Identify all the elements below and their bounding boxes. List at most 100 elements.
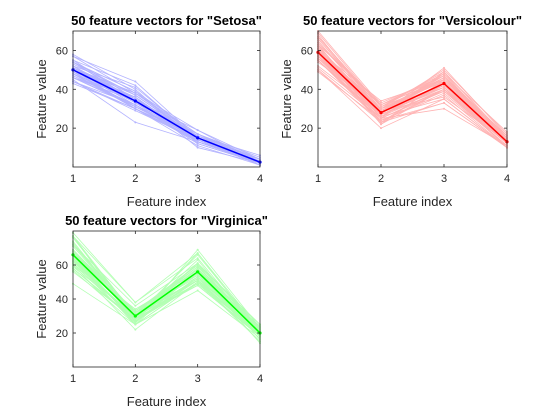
x-tick-label: 1	[70, 173, 76, 185]
y-tick-label: 60	[56, 45, 68, 57]
sample-point	[380, 101, 382, 104]
sample-point	[196, 248, 199, 251]
sample-point	[134, 88, 137, 91]
sample-line	[72, 69, 261, 156]
axes-frame	[317, 30, 508, 168]
chart-title: 50 feature vectors for "Virginica"	[65, 213, 268, 228]
x-tick-label: 3	[195, 173, 201, 185]
x-tick-label: 3	[441, 173, 447, 185]
sample-point	[134, 84, 137, 87]
sample-line	[317, 36, 508, 139]
sample-point	[196, 257, 199, 260]
sample-point	[380, 105, 382, 108]
sample-line	[72, 69, 261, 164]
mean-point	[133, 314, 137, 318]
sample-point	[134, 321, 137, 324]
x-tick-label: 2	[378, 173, 384, 185]
x-tick-label: 2	[132, 373, 138, 385]
sample-point	[443, 86, 445, 89]
sample-point	[443, 98, 445, 100]
sample-point	[380, 103, 382, 106]
sample-point	[196, 262, 199, 265]
sample-point	[443, 76, 445, 79]
sample-line	[317, 59, 508, 143]
y-axis-label: Feature value	[279, 59, 294, 139]
sample-point	[443, 107, 445, 110]
sample-point	[134, 301, 137, 304]
sample-point	[380, 115, 382, 118]
sample-point	[380, 119, 382, 122]
sample-point	[443, 66, 445, 69]
sample-point	[134, 318, 137, 321]
mean-line	[72, 254, 261, 334]
sample-point	[134, 304, 137, 307]
x-tick-label: 4	[504, 173, 510, 185]
mean-line	[317, 51, 508, 143]
sample-point	[196, 252, 199, 255]
sample-point	[196, 277, 199, 280]
subplot-3: 1 2 3 4 20 40 60 50 feature vectors for "Virgin…	[34, 213, 268, 409]
x-tick-label: 2	[132, 173, 138, 185]
sample-point	[443, 96, 445, 99]
sample-line	[317, 54, 508, 144]
sample-point	[196, 284, 199, 287]
sample-point	[196, 129, 199, 132]
sample-point	[196, 279, 199, 282]
sample-point	[134, 311, 137, 314]
x-tick-label: 1	[70, 373, 76, 385]
y-axis-label: Feature value	[34, 259, 49, 339]
chart-title: 50 feature vectors for "Versicolour"	[303, 13, 522, 28]
sample-point	[196, 264, 199, 266]
sample-point	[443, 72, 445, 75]
y-tick-label: 40	[56, 294, 68, 306]
sample-point	[134, 107, 137, 110]
y-tick-label: 20	[56, 328, 68, 340]
sample-point	[196, 267, 199, 270]
subplot-2: 1 2 3 4 20 40 60 50 feature vectors for "Versic…	[279, 13, 522, 209]
sample-point	[380, 107, 382, 110]
sample-point	[443, 92, 445, 95]
sample-point	[134, 80, 137, 83]
sample-point	[380, 121, 382, 124]
x-axis-label: Feature index	[127, 194, 207, 209]
sample-point	[134, 121, 137, 124]
sample-line	[317, 55, 508, 143]
sample-line	[317, 69, 508, 148]
mean-point	[196, 270, 200, 274]
x-tick-label: 4	[257, 173, 263, 185]
sample-point	[134, 105, 137, 108]
sample-point	[134, 309, 137, 312]
sample-point	[196, 282, 199, 285]
sample-point	[443, 68, 445, 71]
sample-point	[196, 275, 199, 278]
sample-line	[72, 266, 261, 337]
sample-point	[196, 146, 199, 149]
sample-point	[443, 88, 445, 91]
mean-point	[196, 136, 200, 140]
x-tick-label: 1	[315, 173, 321, 185]
sample-point	[134, 109, 137, 112]
x-axis-label: Feature index	[373, 194, 453, 209]
y-tick-label: 20	[56, 123, 68, 135]
sample-point	[196, 140, 199, 143]
sample-line	[72, 283, 261, 339]
sample-point	[134, 94, 137, 97]
sample-point	[134, 103, 137, 106]
sample-line	[72, 257, 261, 330]
sample-point	[134, 90, 137, 93]
sample-point	[134, 92, 137, 95]
sample-line	[72, 252, 261, 325]
x-tick-label: 4	[257, 373, 263, 385]
sample-point	[443, 78, 445, 81]
sample-point	[443, 101, 445, 104]
sample-point	[196, 274, 199, 277]
chart-title: 50 feature vectors for "Setosa"	[71, 13, 262, 28]
sample-point	[134, 328, 137, 331]
x-tick-label: 3	[195, 373, 201, 385]
sample-point	[134, 308, 137, 311]
mean-point	[133, 99, 137, 103]
sample-line	[72, 235, 261, 330]
sample-line	[72, 235, 261, 334]
sample-point	[443, 90, 445, 93]
